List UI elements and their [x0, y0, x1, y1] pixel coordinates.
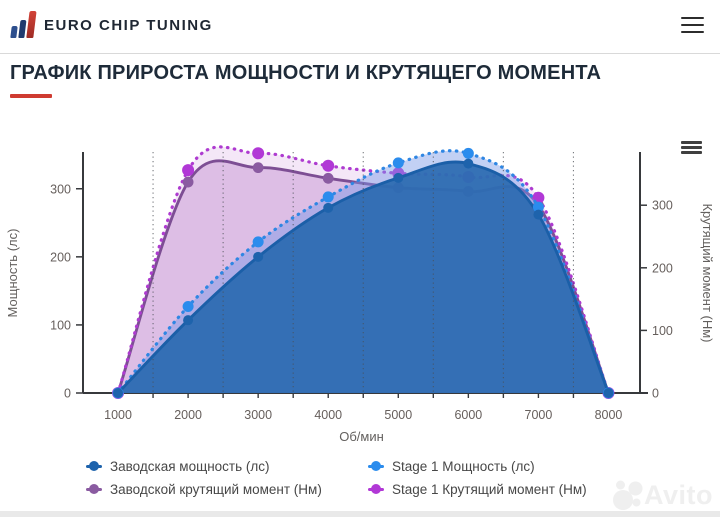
x-tick-label: 2000	[174, 408, 202, 422]
legend-label: Stage 1 Крутящий момент (Нм)	[392, 481, 587, 497]
data-point-factory_torque[interactable]	[252, 162, 264, 174]
bar-chart-logo-icon	[10, 10, 37, 38]
chart: 0 100 200 300 0 100 200 300 1000 2000 3000 4000 5000…	[0, 110, 720, 456]
legend-item[interactable]: Заводская мощность (лс)	[86, 456, 368, 476]
y-right-tick-label: 300	[652, 199, 673, 213]
x-tick-label: 4000	[314, 408, 342, 422]
series-line-stage1_torque[interactable]	[116, 145, 611, 395]
x-tick-label: 1000	[104, 408, 132, 422]
legend-marker-icon	[86, 460, 102, 472]
legend-label: Stage 1 Мощность (лс)	[392, 458, 535, 474]
footer-strip	[0, 511, 720, 517]
watermark: Avito	[612, 477, 713, 513]
chart-context-menu-icon[interactable]	[681, 141, 702, 156]
watermark-text: Avito	[644, 479, 713, 510]
legend-label: Заводской крутящий момент (Нм)	[110, 481, 322, 497]
data-point-stage1_power[interactable]	[322, 191, 334, 203]
y-right-tick-label: 100	[652, 324, 673, 338]
x-tick-label: 6000	[454, 408, 482, 422]
avito-logo-icon	[613, 480, 643, 510]
y-left-tick-label: 100	[50, 318, 71, 332]
x-tick-label: 3000	[244, 408, 272, 422]
legend-marker-icon	[368, 460, 384, 472]
legend-item[interactable]: Заводской крутящий момент (Нм)	[86, 479, 368, 499]
data-point-factory_power[interactable]	[113, 388, 124, 398]
y-right-tick-label: 0	[652, 387, 659, 401]
chart-legend: Заводская мощность (лс) Stage 1 Мощность …	[86, 456, 650, 499]
legend-item[interactable]: Stage 1 Крутящий момент (Нм)	[368, 479, 650, 499]
legend-item[interactable]: Stage 1 Мощность (лс)	[368, 456, 650, 476]
data-point-factory_power[interactable]	[463, 158, 474, 169]
x-tick-label: 7000	[525, 408, 553, 422]
data-point-stage1_power[interactable]	[462, 147, 474, 159]
data-point-stage1_torque[interactable]	[322, 159, 335, 172]
x-axis-title: Об/мин	[339, 429, 384, 444]
data-point-factory_power[interactable]	[533, 209, 544, 220]
brand-logo: EURO CHIP TUNING	[10, 10, 213, 38]
page-title: ГРАФИК ПРИРОСТА МОЩНОСТИ И КРУТЯЩЕГО МОМ…	[10, 62, 602, 84]
legend-label: Заводская мощность (лс)	[110, 458, 270, 474]
data-point-stage1_torque[interactable]	[252, 147, 265, 160]
data-point-factory_torque[interactable]	[322, 172, 334, 184]
data-point-factory_power[interactable]	[323, 202, 334, 213]
title-accent-bar	[10, 94, 52, 98]
series-area-factory_power	[118, 161, 609, 393]
data-point-factory_torque[interactable]	[182, 176, 194, 188]
hamburger-menu-icon[interactable]	[681, 17, 704, 34]
header: EURO CHIP TUNING	[0, 0, 720, 54]
data-point-stage1_power[interactable]	[532, 201, 544, 213]
data-point-factory_power[interactable]	[603, 388, 614, 398]
y-right-tick-label: 200	[652, 261, 673, 275]
legend-marker-icon	[368, 483, 384, 495]
y-left-axis-title: Мощность (лс)	[5, 229, 20, 318]
x-tick-label: 8000	[595, 408, 623, 422]
y-right-axis-title: Крутящий момент (Нм)	[700, 203, 715, 342]
power-areas-group	[118, 150, 609, 393]
series-line-stage1_power[interactable]	[116, 149, 611, 395]
y-left-tick-label: 200	[50, 250, 71, 264]
x-tick-label: 5000	[384, 408, 412, 422]
brand-name: EURO CHIP TUNING	[44, 17, 213, 34]
legend-marker-icon	[86, 483, 102, 495]
title-block: ГРАФИК ПРИРОСТА МОЩНОСТИ И КРУТЯЩЕГО МОМ…	[10, 61, 710, 98]
power-lines-group	[112, 147, 614, 399]
data-point-factory_power[interactable]	[393, 172, 404, 183]
data-point-factory_power[interactable]	[183, 315, 194, 326]
y-left-tick-label: 300	[50, 182, 71, 196]
data-point-stage1_power[interactable]	[252, 236, 264, 248]
data-point-stage1_torque[interactable]	[182, 164, 195, 177]
data-point-stage1_power[interactable]	[392, 157, 404, 169]
data-point-factory_power[interactable]	[253, 251, 264, 262]
data-point-stage1_power[interactable]	[182, 301, 194, 313]
y-left-tick-label: 0	[64, 387, 71, 401]
